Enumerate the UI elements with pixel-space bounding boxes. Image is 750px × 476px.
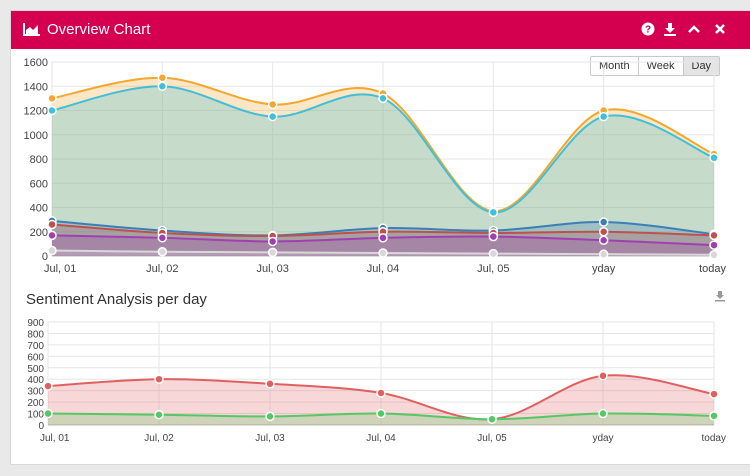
data-point	[598, 371, 608, 381]
y-tick-label: 300	[27, 387, 44, 398]
x-tick-label: Jul, 05	[477, 433, 507, 444]
data-point	[43, 381, 53, 391]
x-tick-label: Jul, 01	[44, 263, 76, 275]
area-chart-icon	[23, 23, 40, 36]
data-point	[154, 409, 164, 420]
panel-header: Overview Chart ?	[11, 11, 750, 49]
data-point	[376, 388, 386, 398]
y-tick-label: 1600	[24, 57, 48, 69]
x-tick-label: today	[699, 263, 726, 275]
data-point	[598, 235, 609, 245]
data-point	[157, 247, 168, 257]
y-tick-label: 900	[27, 318, 44, 329]
data-point	[47, 93, 57, 104]
series-area	[52, 77, 714, 256]
data-point	[598, 227, 609, 237]
y-tick-label: 400	[30, 203, 48, 215]
data-point	[47, 219, 57, 230]
data-point	[154, 374, 164, 384]
x-tick-label: Jul, 05	[477, 263, 509, 275]
collapse-icon[interactable]	[686, 21, 702, 37]
x-tick-label: today	[702, 433, 726, 444]
data-point	[378, 233, 388, 243]
y-tick-label: 600	[27, 352, 44, 363]
data-point	[378, 248, 388, 258]
y-tick-label: 1200	[24, 106, 48, 118]
x-tick-label: Jul, 03	[255, 433, 285, 444]
x-tick-label: Jul, 01	[40, 433, 70, 444]
sentiment-download-icon[interactable]	[714, 290, 726, 302]
data-point	[267, 111, 278, 122]
data-point	[598, 217, 609, 227]
data-point	[267, 247, 278, 258]
series-area	[52, 86, 714, 256]
x-tick-label: Jul, 03	[256, 263, 288, 275]
y-tick-label: 800	[30, 154, 48, 166]
data-point	[598, 111, 609, 122]
data-point	[598, 249, 609, 259]
y-tick-label: 200	[27, 398, 44, 409]
svg-text:?: ?	[645, 25, 651, 36]
data-point	[487, 414, 497, 425]
close-icon[interactable]	[712, 21, 728, 37]
y-tick-label: 100	[27, 410, 44, 421]
x-tick-label: Jul, 04	[367, 263, 399, 275]
y-tick-label: 500	[27, 364, 44, 375]
x-tick-label: Jul, 02	[146, 263, 178, 275]
data-point	[709, 240, 719, 250]
data-point	[709, 153, 719, 163]
data-point	[265, 411, 275, 422]
data-point	[157, 81, 168, 91]
data-point	[709, 389, 719, 399]
x-tick-label: yday	[592, 433, 613, 444]
data-point	[488, 231, 499, 242]
download-icon[interactable]	[662, 21, 678, 37]
y-tick-label: 0	[42, 251, 48, 263]
y-tick-label: 1400	[24, 81, 48, 93]
data-point	[709, 230, 719, 241]
data-point	[157, 73, 168, 83]
data-point	[265, 379, 275, 389]
y-tick-label: 700	[27, 341, 44, 352]
y-tick-label: 200	[30, 227, 48, 239]
x-tick-label: yday	[592, 263, 616, 275]
y-tick-label: 1000	[24, 130, 48, 142]
data-point	[709, 411, 719, 421]
y-tick-label: 400	[27, 375, 44, 386]
data-point	[267, 236, 278, 247]
series-area	[48, 375, 714, 425]
data-point	[267, 99, 278, 110]
data-point	[709, 250, 719, 260]
data-point	[488, 207, 499, 218]
data-point	[47, 230, 57, 241]
data-point	[378, 93, 388, 104]
x-tick-label: Jul, 02	[144, 433, 174, 444]
data-point	[47, 105, 57, 116]
data-point	[376, 408, 386, 419]
x-tick-label: Jul, 04	[366, 433, 396, 444]
panel-title: Overview Chart	[47, 21, 151, 38]
data-point	[43, 408, 53, 419]
data-point	[488, 248, 499, 259]
overview-area-chart: 0 200 400 600 800 1000 1200 1400 1600 Jul, 01 Jul,…	[24, 57, 727, 275]
sentiment-title: Sentiment Analysis per day	[26, 291, 207, 308]
data-point	[598, 408, 608, 419]
data-point	[157, 233, 168, 243]
help-icon[interactable]: ?	[640, 21, 656, 37]
data-point	[47, 245, 57, 256]
y-tick-label: 800	[27, 329, 44, 340]
y-tick-label: 600	[30, 178, 48, 190]
y-tick-label: 0	[38, 421, 44, 432]
